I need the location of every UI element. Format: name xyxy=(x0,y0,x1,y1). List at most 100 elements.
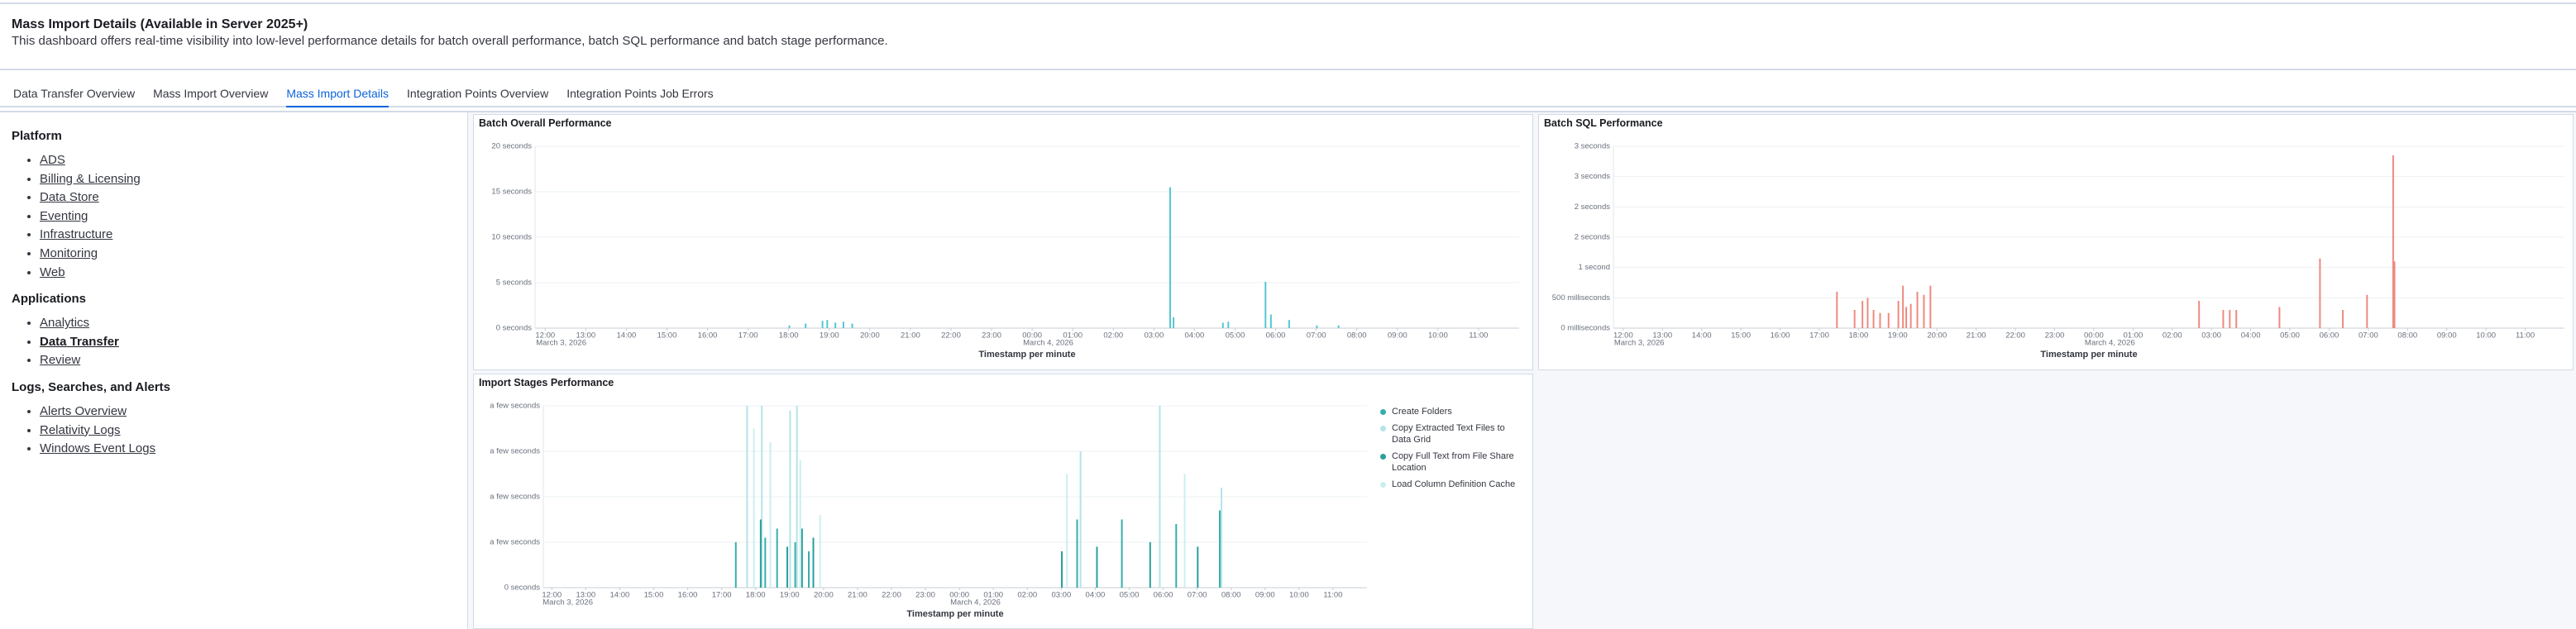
spike-bar xyxy=(819,515,821,588)
legend-item[interactable]: Create Folders xyxy=(1380,406,1521,417)
nav-link[interactable]: Alerts Overview xyxy=(40,403,127,418)
nav-link[interactable]: Web xyxy=(40,264,65,279)
y-tick-label: 20 seconds xyxy=(491,142,532,151)
chart-panel: Batch Overall Performance 20 seconds 15 se… xyxy=(473,114,1533,370)
x-axis-title: Timestamp per minute xyxy=(906,609,1003,619)
spike-bar xyxy=(1175,524,1178,588)
nav-link[interactable]: Relativity Logs xyxy=(40,422,121,437)
nav-item: Data Store xyxy=(40,188,456,207)
x-tick-label: 13:00 xyxy=(1652,331,1672,341)
x-tick-label: 01:00 xyxy=(983,591,1003,600)
nav-item: Monitoring xyxy=(40,245,456,264)
sidebar: Platform ADS Billing & Licensing Data Store… xyxy=(0,112,468,629)
legend-swatch xyxy=(1380,425,1386,431)
x-tick-label: 05:00 xyxy=(2280,331,2300,341)
x-tick-label: 13:00 xyxy=(576,331,595,341)
x-tick-label: 18:00 xyxy=(746,591,766,600)
x-tick-label: 00:00 xyxy=(1022,331,1042,341)
x-tick-label: 15:00 xyxy=(644,591,664,600)
x-date-label: March 3, 2026 xyxy=(542,598,593,608)
x-tick-label: 19:00 xyxy=(780,591,800,600)
x-tick-label: 04:00 xyxy=(1086,591,1106,600)
legend-item[interactable]: Copy Full Text from File Share Location xyxy=(1380,450,1521,474)
spike-bar xyxy=(746,406,748,588)
x-tick-label: 23:00 xyxy=(2045,331,2065,341)
legend-label: Create Folders xyxy=(1392,407,1452,417)
page-title: Mass Import Details (Available in Server… xyxy=(12,17,308,31)
spike-bar xyxy=(1887,312,1890,328)
spike-bar xyxy=(753,428,755,588)
tab[interactable]: Data Transfer Overview xyxy=(13,87,136,100)
spike-bar xyxy=(1221,488,1223,588)
tab[interactable]: Integration Points Job Errors xyxy=(566,87,714,100)
nav-link[interactable]: ADS xyxy=(40,153,65,167)
y-tick-label: 3 seconds xyxy=(1575,172,1611,181)
nav-link[interactable]: Billing & Licensing xyxy=(40,171,141,186)
x-axis-title: Timestamp per minute xyxy=(2040,350,2137,360)
spike-bar xyxy=(799,460,801,588)
tab[interactable]: Mass Import Details xyxy=(286,79,390,107)
x-tick-label: 16:00 xyxy=(698,331,718,341)
spike-bar xyxy=(1866,298,1869,328)
x-tick-label: 22:00 xyxy=(2005,331,2025,341)
nav-link[interactable]: Data Store xyxy=(40,190,99,205)
nav-link[interactable]: Windows Event Logs xyxy=(40,441,156,456)
tab[interactable]: Integration Points Overview xyxy=(407,87,549,100)
legend-item[interactable]: Load Column Definition Cache xyxy=(1380,479,1521,490)
spike-bar xyxy=(826,320,829,328)
spike-bar xyxy=(1337,325,1340,328)
x-tick-label: 00:00 xyxy=(949,591,969,600)
x-tick-label: 20:00 xyxy=(814,591,834,600)
spike-bar xyxy=(805,323,807,328)
x-tick-label: 10:00 xyxy=(1428,331,1448,341)
x-tick-label: 11:00 xyxy=(1469,331,1488,341)
x-tick-label: 03:00 xyxy=(1051,591,1071,600)
spike-bar xyxy=(1853,310,1856,328)
spike-bar xyxy=(764,537,767,588)
spike-bar xyxy=(812,537,815,588)
y-tick-label: 0 milliseconds xyxy=(1560,324,1610,333)
nav-link[interactable]: Data Transfer xyxy=(40,334,119,349)
nav-link[interactable]: Eventing xyxy=(40,208,88,223)
x-date-label: March 4, 2026 xyxy=(1023,339,1073,348)
x-tick-label: 21:00 xyxy=(901,331,920,341)
header: Mass Import Details (Available in Server… xyxy=(0,2,2576,70)
spike-bar xyxy=(1227,322,1230,328)
y-tick-label: 10 seconds xyxy=(491,233,532,242)
nav-item: Infrastructure xyxy=(40,226,456,245)
spike-bar xyxy=(1902,285,1905,328)
x-tick-label: 23:00 xyxy=(982,331,1001,341)
spike-bar xyxy=(1879,312,1881,328)
spike-bar xyxy=(2342,310,2344,328)
x-date-label: March 3, 2026 xyxy=(1614,339,1665,348)
x-axis-title: Timestamp per minute xyxy=(978,350,1075,360)
x-tick-label: 02:00 xyxy=(2163,331,2182,341)
spike-bar xyxy=(1288,320,1290,328)
nav-link[interactable]: Infrastructure xyxy=(40,227,113,242)
nav-heading: Logs, Searches, and Alerts xyxy=(12,379,171,394)
nav-link[interactable]: Monitoring xyxy=(40,245,98,260)
spike-bar xyxy=(1923,294,1925,328)
x-tick-label: 11:00 xyxy=(2516,331,2535,341)
nav-link[interactable]: Review xyxy=(40,353,81,368)
x-tick-label: 12:00 xyxy=(542,591,562,600)
x-tick-label: 07:00 xyxy=(2359,331,2378,341)
tab[interactable]: Mass Import Overview xyxy=(153,87,269,100)
spike-bar xyxy=(2319,258,2321,328)
legend-item[interactable]: Copy Extracted Text Files to Data Grid xyxy=(1380,422,1521,446)
y-tick-label: 500 milliseconds xyxy=(1552,293,1610,303)
nav-link[interactable]: Analytics xyxy=(40,316,90,331)
y-tick-label: a few seconds xyxy=(490,402,540,411)
spike-bar xyxy=(1121,519,1123,588)
nav-item: Billing & Licensing xyxy=(40,170,456,189)
spike-bar xyxy=(1159,406,1161,588)
x-tick-label: 05:00 xyxy=(1120,591,1140,600)
spike-bar xyxy=(851,323,853,328)
spike-bar xyxy=(801,528,803,588)
x-tick-label: 03:00 xyxy=(2201,331,2221,341)
x-tick-label: 13:00 xyxy=(576,591,595,600)
x-tick-label: 11:00 xyxy=(1323,591,1342,600)
spike-bar xyxy=(776,528,778,588)
panels-area: Batch Overall Performance 20 seconds 15 se… xyxy=(468,112,2576,629)
x-tick-label: 09:00 xyxy=(2437,331,2457,341)
